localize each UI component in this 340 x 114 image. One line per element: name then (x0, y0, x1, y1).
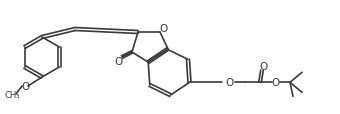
Text: O: O (160, 24, 168, 34)
Text: O: O (21, 81, 29, 91)
Text: O: O (114, 57, 122, 66)
Text: CH₃: CH₃ (4, 91, 20, 100)
Text: O: O (226, 78, 234, 88)
Text: O: O (260, 62, 268, 72)
Text: O: O (272, 78, 280, 88)
